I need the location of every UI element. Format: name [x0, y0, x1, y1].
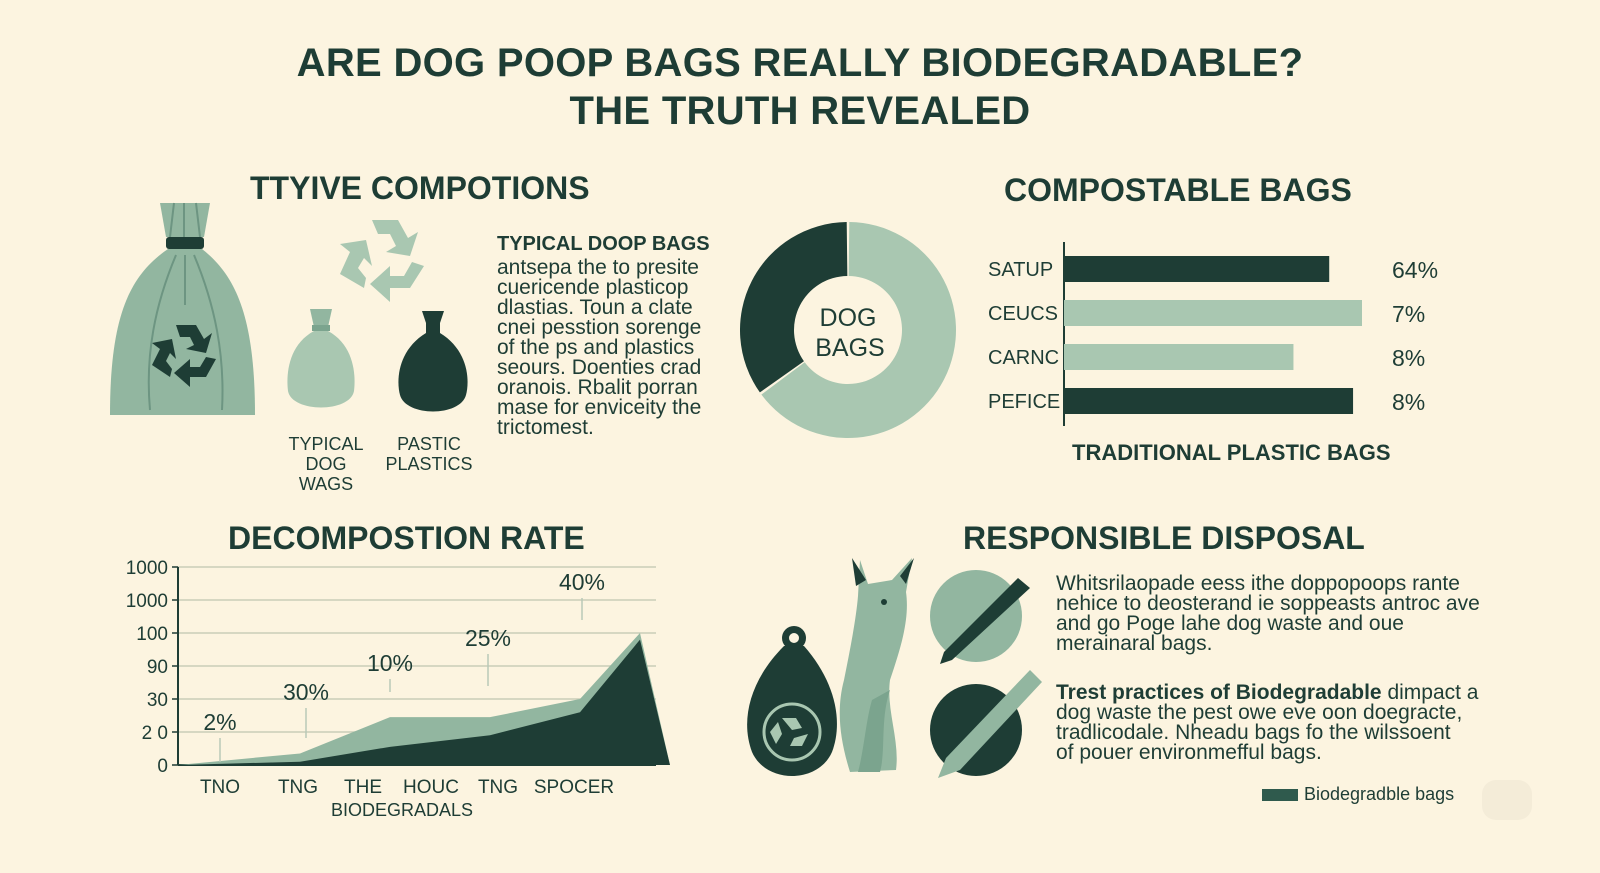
small-dark-bag-icon: [398, 311, 468, 412]
area-chart: 0 2 0 30 90 100 1000 1000 TNO TNG THE HOUC TNG SPOCE…: [126, 560, 670, 820]
x-tick-label: TNO: [200, 777, 240, 798]
area-series-fill: [178, 639, 670, 765]
donut-label-line1: DOG: [820, 304, 877, 332]
donut-slice: [740, 222, 848, 393]
composition-text-line: dlastias. Toun a clate: [497, 296, 693, 319]
bar-group: SATUP 64% CEUCS 7% CARNC 8% PEFICE 8%: [988, 256, 1438, 415]
y-tick-label: 1000: [126, 560, 168, 579]
x-sublabel: BIODEGRADALS: [331, 800, 473, 820]
y-tick-label: 100: [136, 624, 168, 645]
x-tick-label: SPOCER: [534, 777, 614, 798]
caption-plastic-line2: PLASTICS: [385, 454, 473, 474]
legend-label: Biodegradble bags: [1304, 784, 1455, 804]
caption-typical-line2: DOG WAGS: [298, 454, 354, 494]
dog-icon: [839, 558, 914, 772]
annotation-label: 30%: [283, 679, 329, 705]
area-series: [178, 633, 670, 765]
bar-category-label: PEFICE: [988, 391, 1060, 413]
disposal-para1-line: and go Poge lahe dog waste and oue: [1056, 612, 1404, 635]
legend-swatch: [1262, 788, 1298, 801]
bar-value-label: 7%: [1392, 301, 1425, 327]
dark-bag-recycle-icon: [747, 626, 837, 776]
bar: [1064, 300, 1362, 326]
large-bag-icon: [110, 202, 255, 415]
donut-chart: DOG BAGS: [740, 222, 956, 438]
caption-plastic-line1: PASTIC: [397, 434, 461, 454]
x-tick-label: TNG: [478, 777, 518, 798]
composition-text-line: cnei pesstion sorenge: [497, 316, 702, 339]
page-title-line2: THE TRUTH REVEALED: [569, 89, 1031, 133]
x-tick-label: HOUC: [403, 777, 459, 798]
disposal-para2-line: tradlicodale. Nheadu bags fo the wilssoe…: [1056, 721, 1451, 744]
annotation-label: 25%: [465, 625, 511, 651]
composition-heading: TTYIVE COMPOTIONS: [250, 170, 590, 206]
donut-slice: [761, 222, 956, 438]
bar: [1064, 344, 1294, 370]
disposal-para1-line: merainaral bags.: [1056, 632, 1213, 655]
y-tick-label: 90: [147, 657, 168, 678]
caption-typical-line1: TYPICAL: [288, 434, 364, 454]
donut-slices: [740, 222, 956, 438]
pencil-icon: [930, 670, 1042, 778]
horizontal-bar-chart: SATUP 64% CEUCS 7% CARNC 8% PEFICE 8%: [988, 242, 1438, 426]
y-tick-label: 30: [147, 690, 168, 711]
watermark-badge: [1482, 780, 1532, 820]
composition-text-line: of the ps and plastics: [497, 336, 695, 359]
y-tick-label: 0: [157, 756, 168, 777]
pen-icon: [930, 570, 1030, 664]
bar-category-label: SATUP: [988, 259, 1053, 281]
disposal-para2-rest-first: dimpact a: [1381, 681, 1479, 704]
disposal-para1-line: Whitsrilaopade eess ithe doppopoops rant…: [1056, 572, 1460, 595]
compostable-heading: COMPOSTABLE BAGS: [1004, 172, 1352, 208]
disposal-para2-bold: Trest practices of Biodegradable: [1056, 681, 1382, 704]
disposal-para1-line: nehice to deosterand ie soppeasts antroc…: [1056, 592, 1480, 615]
disposal-para2-line: dog waste the pest owe eve oon doegracte…: [1056, 701, 1463, 724]
composition-text-line: cuericende plasticop: [497, 276, 689, 299]
disposal-paragraph-1: Whitsrilaopade eess ithe doppopoops rant…: [1056, 572, 1496, 655]
disposal-para2-line: of pouer environmefful bags.: [1056, 741, 1322, 764]
composition-text-line: oranois. Rbalit porran: [497, 376, 698, 399]
recycle-icon: [152, 325, 216, 387]
disposal-paragraph-2: Trest practices of Biodegradable dimpact…: [1056, 681, 1496, 764]
composition-text-block: TYPICAL DOOP BAGS antsepa the to presite…: [497, 233, 727, 438]
bar: [1064, 256, 1330, 282]
composition-text-line: seours. Doenties crad: [497, 356, 702, 379]
x-tick-label: THE: [344, 777, 382, 798]
bar-chart-footer-label: TRADITIONAL PLASTIC BAGS: [1072, 440, 1391, 465]
bar-value-label: 8%: [1392, 345, 1425, 371]
composition-text-line: trictomest.: [497, 416, 594, 439]
annotation-label: 2%: [203, 709, 236, 735]
composition-text-lines: antsepa the to presite cuericende plastic…: [497, 256, 727, 439]
small-light-bag-icon: [287, 309, 355, 408]
annotation-label: 40%: [559, 569, 605, 595]
x-tick-label: TNG: [278, 777, 318, 798]
disposal-illustration: [747, 558, 1042, 778]
composition-text-line: antsepa the to presite: [497, 256, 699, 279]
bar: [1064, 388, 1354, 414]
donut-label-line2: BAGS: [815, 334, 884, 362]
area-annotations: 2% 30% 10% 25% 40%: [203, 569, 605, 762]
area-ticks: 0 2 0 30 90 100 1000 1000 TNO TNG THE HOUC TNG SPOCE…: [126, 560, 614, 798]
bar-value-label: 64%: [1392, 257, 1438, 283]
disposal-heading: RESPONSIBLE DISPOSAL: [963, 520, 1365, 556]
y-tick-label: 2 0: [142, 723, 168, 744]
bar-value-label: 8%: [1392, 389, 1425, 415]
composition-text-heading: TYPICAL DOOP BAGS: [497, 233, 710, 255]
y-tick-label: 1000: [126, 591, 168, 612]
page-title-line1: ARE DOG POOP BAGS REALLY BIODEGRADABLE?: [296, 41, 1304, 85]
disposal-legend: Biodegradble bags: [1262, 784, 1454, 805]
recycle-outline-icon: [340, 220, 424, 302]
composition-text-line: mase for enviceity the: [497, 396, 702, 419]
bar-category-label: CARNC: [988, 347, 1059, 369]
annotation-label: 10%: [367, 650, 413, 676]
bar-category-label: CEUCS: [988, 303, 1058, 325]
decomposition-heading: DECOMPOSTION RATE: [228, 520, 585, 556]
composition-illustration: [110, 202, 468, 415]
